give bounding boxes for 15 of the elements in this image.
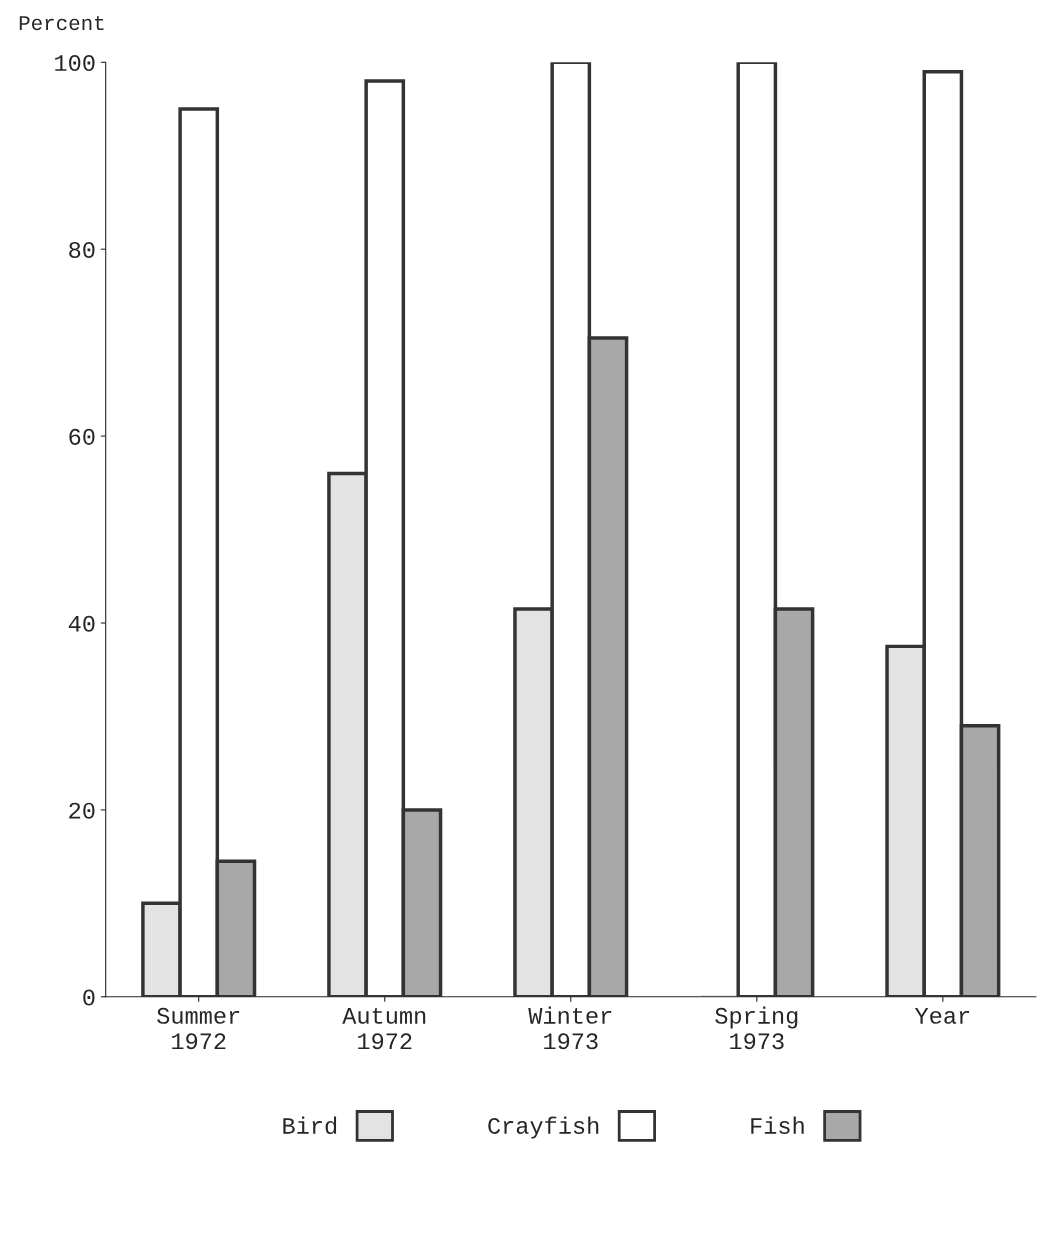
- y-tick-label: 0: [83, 989, 95, 1006]
- legend-label: Crayfish: [488, 1116, 599, 1139]
- y-tick-label: 60: [69, 428, 95, 445]
- y-tick-label: 20: [69, 802, 95, 819]
- legend-label: Bird: [283, 1116, 337, 1134]
- x-tick-label: Year: [914, 1008, 970, 1024]
- y-axis-title: Percent: [19, 16, 104, 31]
- y-tick-label: 80: [69, 241, 95, 258]
- y-tick-label: 40: [68, 615, 95, 632]
- legend-label: Fish: [751, 1116, 804, 1134]
- x-tick-label: Spring 1973: [715, 1006, 798, 1050]
- x-tick-label: Summer 1972: [157, 1007, 240, 1050]
- y-tick-label: 100: [55, 55, 95, 72]
- x-tick-label: Autumn 1972: [342, 1007, 426, 1050]
- x-tick-label: Winter 1973: [528, 1006, 612, 1050]
